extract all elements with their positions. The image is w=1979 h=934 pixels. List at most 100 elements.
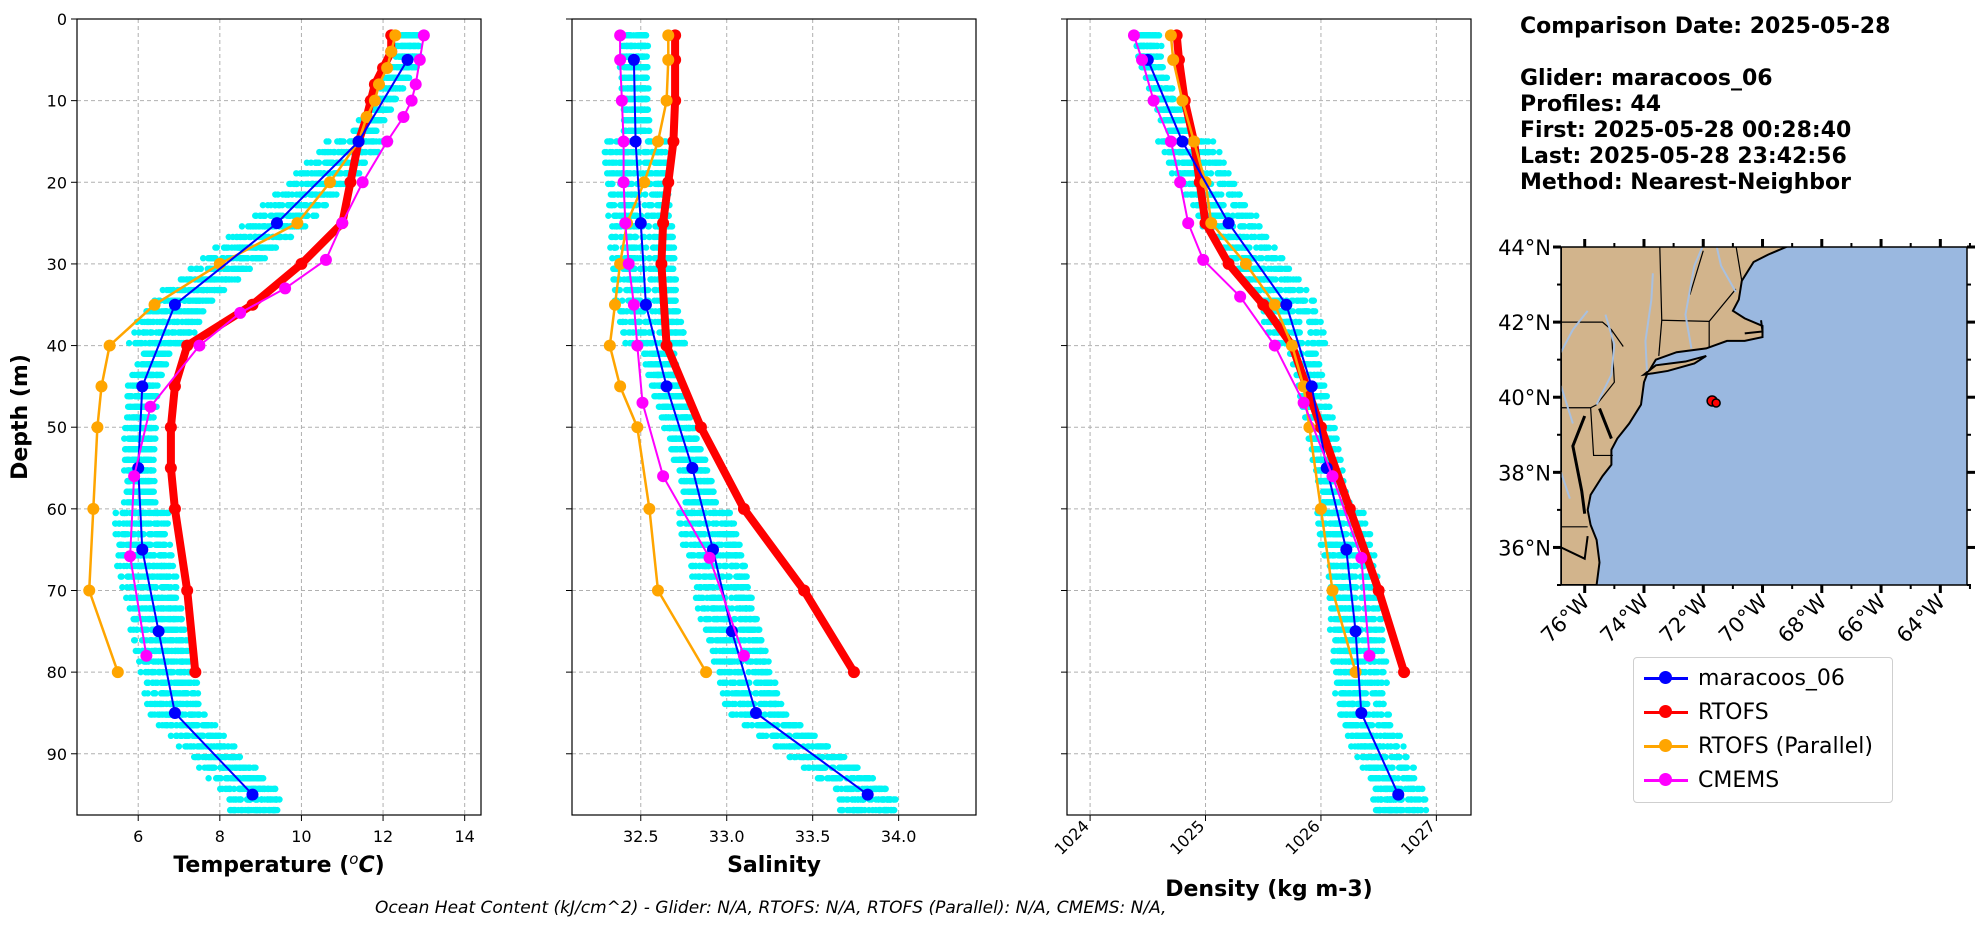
glider-sample-point <box>236 764 244 771</box>
glider-sample-point <box>173 637 180 644</box>
glider-sample-point <box>252 212 259 219</box>
glider-sample-point <box>199 297 207 304</box>
glider-sample-point <box>136 658 143 665</box>
glider-sample-point <box>172 647 179 655</box>
series-marker-cmems <box>144 400 157 413</box>
glider-sample-point <box>200 286 207 294</box>
glider-sample-point <box>173 605 181 612</box>
glider-sample-point <box>405 42 413 50</box>
glider-sample-point <box>236 233 244 241</box>
glider-sample-point <box>167 668 175 676</box>
glider-sample-point <box>225 265 233 273</box>
glider-sample-point <box>193 318 201 326</box>
glider-sample-point <box>800 764 808 771</box>
glider-sample-point <box>361 159 368 166</box>
glider-sample-point <box>201 711 208 718</box>
glider-sample-point <box>155 658 162 665</box>
series-marker-rtofs-parallel- <box>385 45 398 58</box>
glider-sample-point <box>152 435 159 442</box>
glider-sample-point <box>151 424 159 432</box>
glider-sample-point <box>389 95 397 103</box>
glider-sample-point <box>605 212 612 219</box>
glider-sample-point <box>338 148 345 156</box>
glider-sample-point <box>204 764 211 771</box>
glider-sample-point <box>646 255 653 262</box>
glider-sample-point <box>143 626 151 633</box>
series-marker-maracoos-06 <box>136 543 149 556</box>
glider-sample-point <box>261 785 268 793</box>
glider-sample-point <box>236 753 243 761</box>
glider-sample-point <box>192 297 200 304</box>
glider-sample-point <box>777 700 785 708</box>
series-marker-rtofs-parallel- <box>372 78 385 91</box>
glider-sample-point <box>253 255 261 262</box>
glider-sample-point <box>134 530 142 538</box>
glider-sample-point <box>307 159 315 166</box>
glider-sample-point <box>157 361 165 368</box>
glider-sample-point <box>246 233 253 241</box>
glider-sample-point <box>180 700 187 708</box>
series-marker-maracoos-06 <box>168 706 181 719</box>
glider-sample-point <box>118 573 125 580</box>
glider-sample-point <box>321 148 329 156</box>
glider-sample-point <box>761 711 769 718</box>
series-marker-cmems <box>319 253 332 266</box>
glider-sample-point <box>131 446 138 453</box>
x-tick-label: 14 <box>454 827 474 846</box>
glider-sample-point <box>141 318 148 326</box>
glider-sample-point <box>198 732 206 740</box>
series-marker-rtofs <box>164 421 177 434</box>
series-marker-cmems <box>234 306 247 319</box>
series-marker-cmems <box>413 53 426 66</box>
y-tick-label: 0 <box>57 10 67 29</box>
glider-sample-point <box>337 180 344 188</box>
series-marker-maracoos-06 <box>152 625 165 638</box>
glider-sample-point <box>143 477 151 485</box>
glider-sample-point <box>371 148 378 156</box>
glider-sample-point <box>150 658 157 665</box>
glider-sample-point <box>151 711 158 718</box>
glider-sample-point <box>240 265 247 273</box>
glider-sample-point <box>151 700 158 708</box>
glider-sample-point <box>670 244 678 251</box>
glider-sample-point <box>298 180 306 188</box>
series-marker-rtofs <box>181 584 194 597</box>
glider-sample-point <box>197 265 204 273</box>
glider-sample-point <box>293 180 301 188</box>
glider-sample-point <box>186 711 193 718</box>
glider-sample-point <box>228 276 235 283</box>
glider-sample-point <box>136 573 143 580</box>
glider-sample-point <box>134 339 141 347</box>
glider-sample-point <box>261 255 269 262</box>
glider-sample-point <box>150 414 157 421</box>
glider-sample-point <box>273 796 280 803</box>
glider-sample-point <box>301 201 309 209</box>
series-marker-cmems <box>397 110 410 123</box>
glider-sample-point <box>140 456 148 464</box>
series-marker-rtofs-parallel- <box>91 421 104 434</box>
glider-sample-point <box>136 562 143 570</box>
glider-sample-point <box>166 647 173 655</box>
glider-sample-point <box>145 318 153 326</box>
glider-sample-point <box>256 785 263 793</box>
glider-sample-point <box>123 594 130 602</box>
glider-sample-point <box>323 159 331 166</box>
glider-sample-point <box>144 679 151 686</box>
glider-sample-point <box>153 637 160 644</box>
glider-sample-point <box>147 424 154 432</box>
glider-sample-point <box>120 520 128 527</box>
glider-sample-point <box>158 562 165 570</box>
close-paren: ) <box>375 853 385 878</box>
series-marker-rtofs <box>168 380 181 393</box>
y-tick-label: 90 <box>47 745 67 764</box>
glider-sample-point <box>167 339 174 347</box>
series-marker-rtofs <box>168 502 181 515</box>
glider-sample-point <box>126 605 134 612</box>
series-marker-rtofs-parallel- <box>360 110 373 123</box>
glider-sample-point <box>174 318 182 326</box>
series-marker-rtofs-parallel- <box>148 298 161 311</box>
series-marker-cmems <box>124 550 137 563</box>
glider-sample-point <box>150 318 157 326</box>
glider-sample-point <box>224 775 231 782</box>
